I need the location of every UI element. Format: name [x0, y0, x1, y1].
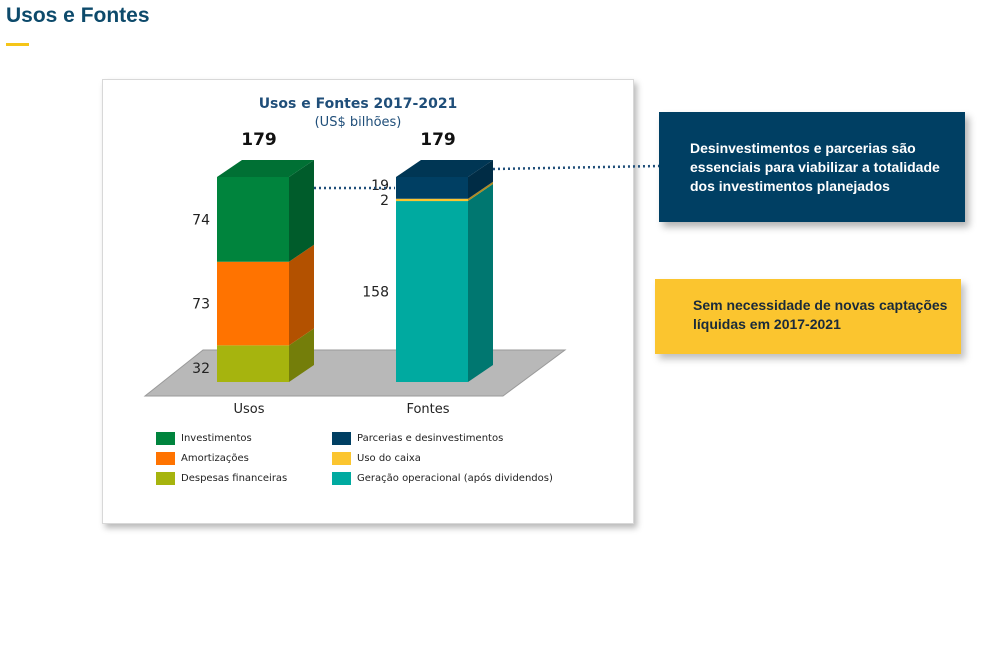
legend-item: Uso do caixa — [332, 450, 421, 466]
x-tick-label: Usos — [233, 402, 264, 417]
legend-label: Amortizações — [181, 452, 249, 464]
callout-desinvestimentos: Desinvestimentos e parcerias são essenci… — [659, 112, 965, 222]
data-label: 74 — [192, 212, 210, 228]
bar-segment-side — [468, 160, 493, 199]
legend-item: Despesas financeiras — [156, 470, 287, 486]
chart-card: Usos e Fontes 2017-2021 (US$ bilhões) 32… — [102, 79, 634, 524]
data-label: 32 — [192, 361, 210, 377]
callout-captacoes: Sem necessidade de novas captações líqui… — [655, 279, 961, 354]
bar-segment — [396, 198, 468, 202]
bar-segment-side — [289, 328, 314, 382]
total-label: 179 — [420, 130, 456, 150]
bar-segment — [217, 177, 289, 262]
chart-subtitle: (US$ bilhões) — [314, 115, 402, 130]
bar-segment — [396, 201, 468, 382]
chart-legend: Investimentos Parcerias e desinvestimento… — [156, 430, 616, 490]
legend-swatch — [332, 451, 351, 465]
legend-item: Parcerias e desinvestimentos — [332, 430, 503, 446]
bar-segment-side — [289, 244, 314, 346]
stacked-bar-chart: 32 73 74 179 Usos 158 219 179 Fontes — [143, 130, 567, 417]
bar-segment-side — [468, 184, 493, 382]
data-label: 2 — [380, 193, 389, 209]
legend-swatch — [332, 471, 351, 485]
legend-label: Geração operacional (após dividendos) — [357, 472, 553, 484]
title-underline — [6, 43, 29, 46]
bar-segment-side — [468, 181, 493, 202]
chart-title: Usos e Fontes 2017-2021 — [258, 96, 458, 112]
legend-label: Uso do caixa — [357, 452, 421, 464]
bar-segment-side — [289, 160, 314, 262]
x-tick-label: Fontes — [406, 402, 449, 417]
legend-label: Investimentos — [181, 432, 252, 444]
legend-label: Parcerias e desinvestimentos — [357, 432, 504, 444]
bar-segment — [217, 261, 289, 346]
callout-captacoes-text: Sem necessidade de novas captações líqui… — [693, 297, 948, 332]
legend-swatch — [156, 431, 175, 445]
bar-segment — [217, 345, 289, 382]
legend-item: Amortizações — [156, 450, 249, 466]
bar-top-face — [396, 160, 493, 177]
total-label: 179 — [241, 130, 277, 150]
data-label: 19 — [371, 178, 389, 194]
legend-swatch — [156, 471, 175, 485]
data-label: 158 — [362, 285, 389, 301]
page-title: Usos e Fontes — [6, 4, 150, 27]
legend-item: Geração operacional (após dividendos) — [332, 470, 553, 486]
bar-top-face — [217, 160, 314, 177]
bar-segment — [396, 177, 468, 199]
legend-swatch — [332, 431, 351, 445]
data-label: 73 — [192, 297, 210, 313]
legend-item: Investimentos — [156, 430, 252, 446]
legend-label: Despesas financeiras — [181, 472, 288, 484]
callout-desinvestimentos-text: Desinvestimentos e parcerias são essenci… — [690, 140, 940, 194]
legend-swatch — [156, 451, 175, 465]
